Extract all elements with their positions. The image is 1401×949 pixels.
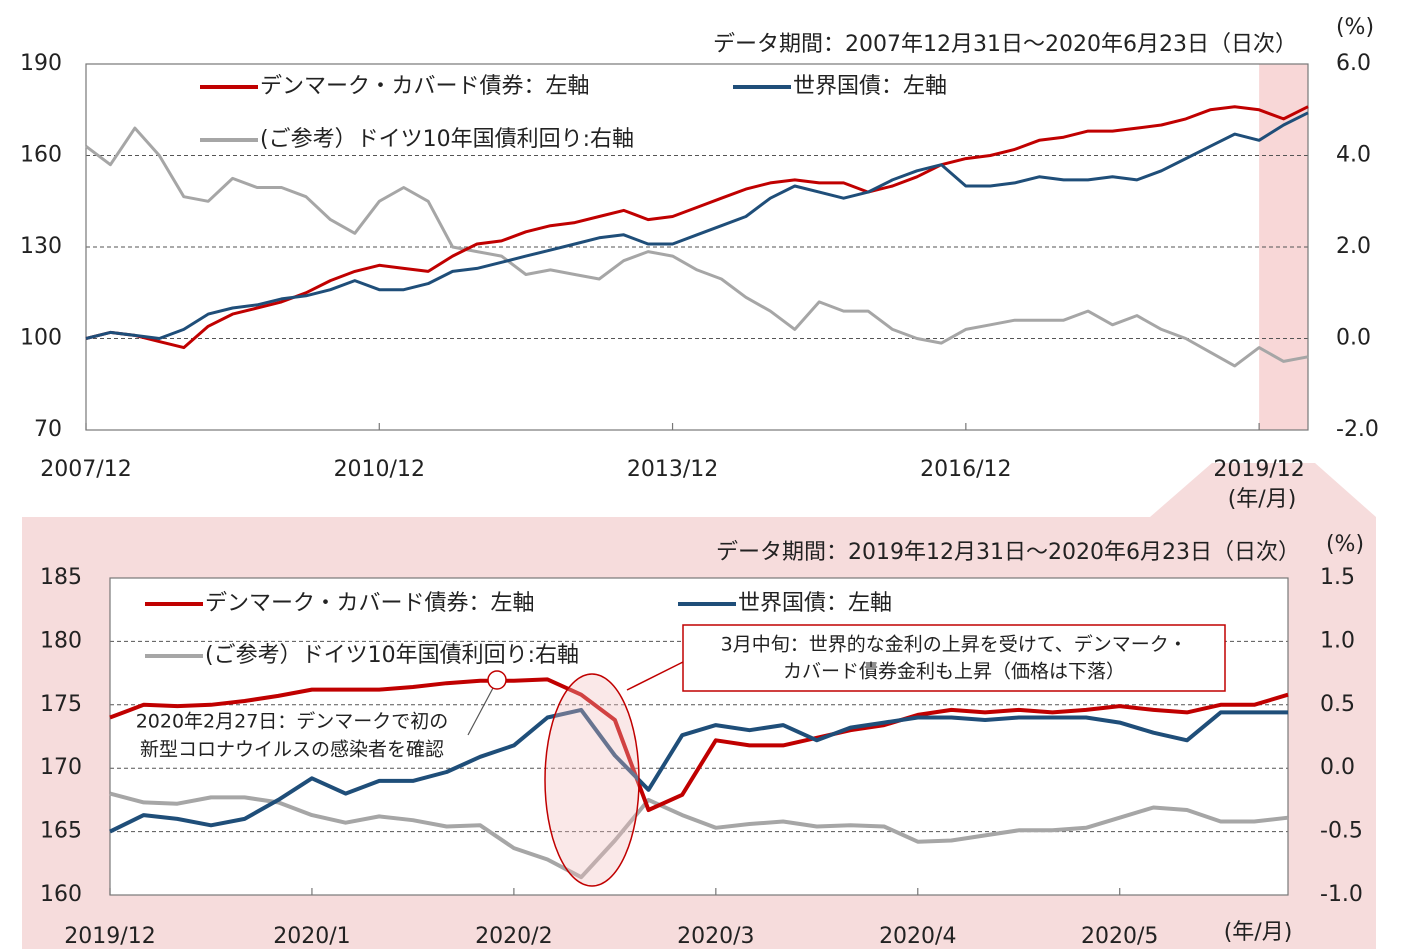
x-tick-label: 2019/12 [64,924,155,949]
annotation-text: 2020年2月27日：デンマークで初の [136,711,449,733]
y2-tick-label: 0.0 [1336,326,1371,351]
y2-unit: (%) [1336,15,1374,40]
callout-box [682,624,1226,692]
annotation-pointer [467,687,494,736]
y2-tick-label: 2.0 [1336,234,1371,259]
plot-frame [109,577,1289,896]
x-tick-label: 2010/12 [334,457,425,482]
x-tick-label: 2020/2 [475,924,552,949]
callout-pointer [626,661,684,691]
legend-label: (ご参考）ドイツ10年国債利回り:右軸 [205,643,579,668]
x-tick-label: 2020/1 [273,924,350,949]
annotation-text: カバード債券金利も上昇（価格は下落） [783,661,1125,683]
period-note: データ期間：2019年12月31日～2020年6月23日（日次） [716,540,1300,565]
y2-tick-label: -2.0 [1336,417,1379,442]
y2-tick-label: 1.5 [1320,565,1355,590]
x-unit: (年/月) [1224,920,1293,945]
x-tick-label: 2016/12 [920,457,1011,482]
top-chart: 70 100 130 160 190 -2.0 0.0 2.0 4.0 6.0 2007/12 201… [20,15,1379,512]
x-tick-label: 2013/12 [627,457,718,482]
y-tick-label: 190 [20,51,62,76]
y2-unit: (%) [1326,532,1364,557]
y-tick-label: 160 [20,143,62,168]
legend-label: デンマーク・カバード債券：左軸 [260,74,590,99]
y-tick-label: 130 [20,234,62,259]
y-tick-label: 160 [40,882,82,907]
plot-frame [85,63,1309,431]
y-tick-label: 165 [40,819,82,844]
y-tick-label: 180 [40,628,82,653]
highlight-ellipse [544,673,640,887]
annotation-text: 3月中旬：世界的な金利の上昇を受けて、デンマーク・ [721,634,1188,656]
y-tick-label: 70 [34,417,62,442]
y-tick-label: 170 [40,755,82,780]
zoom-connector [1150,463,1376,517]
legend-label: 世界国債：左軸 [738,591,892,616]
y-tick-label: 175 [40,692,82,717]
x-unit: (年/月) [1228,487,1297,512]
y2-tick-label: -0.5 [1320,819,1363,844]
series-line [85,111,1309,340]
annotation-text: 新型コロナウイルスの感染者を確認 [140,739,444,761]
series-line [109,791,1289,880]
y-tick-label: 100 [20,326,62,351]
series-line [109,707,1288,834]
y2-tick-label: 4.0 [1336,143,1371,168]
legend-label: デンマーク・カバード債券：左軸 [205,591,535,616]
x-tick-label: 2020/4 [879,924,956,949]
event-marker [487,670,507,690]
period-note: データ期間：2007年12月31日～2020年6月23日（日次） [713,32,1297,57]
y-tick-label: 185 [40,565,82,590]
legend-label: 世界国債：左軸 [793,74,947,99]
y2-tick-label: 0.0 [1320,755,1355,780]
x-tick-label: 2007/12 [40,457,131,482]
x-tick-label: 2019/12 [1213,457,1304,482]
annotation-shapes: 3月中旬：世界的な金利の上昇を受けて、デンマーク・ カバード債券金利も上昇（価格… [136,624,1226,887]
x-tick-label: 2020/3 [677,924,754,949]
series-line [85,126,1309,368]
legend-label: (ご参考）ドイツ10年国債利回り:右軸 [260,127,634,152]
bottom-chart: 160 165 170 175 180 185 -1.0 -0.5 0.0 0.5 1.0 1.5 20… [40,532,1364,949]
y2-tick-label: -1.0 [1320,882,1363,907]
series-line [109,677,1289,812]
y2-tick-label: 6.0 [1336,51,1371,76]
y2-tick-label: 0.5 [1320,692,1355,717]
x-tick-label: 2020/5 [1081,924,1158,949]
y2-tick-label: 1.0 [1320,628,1355,653]
